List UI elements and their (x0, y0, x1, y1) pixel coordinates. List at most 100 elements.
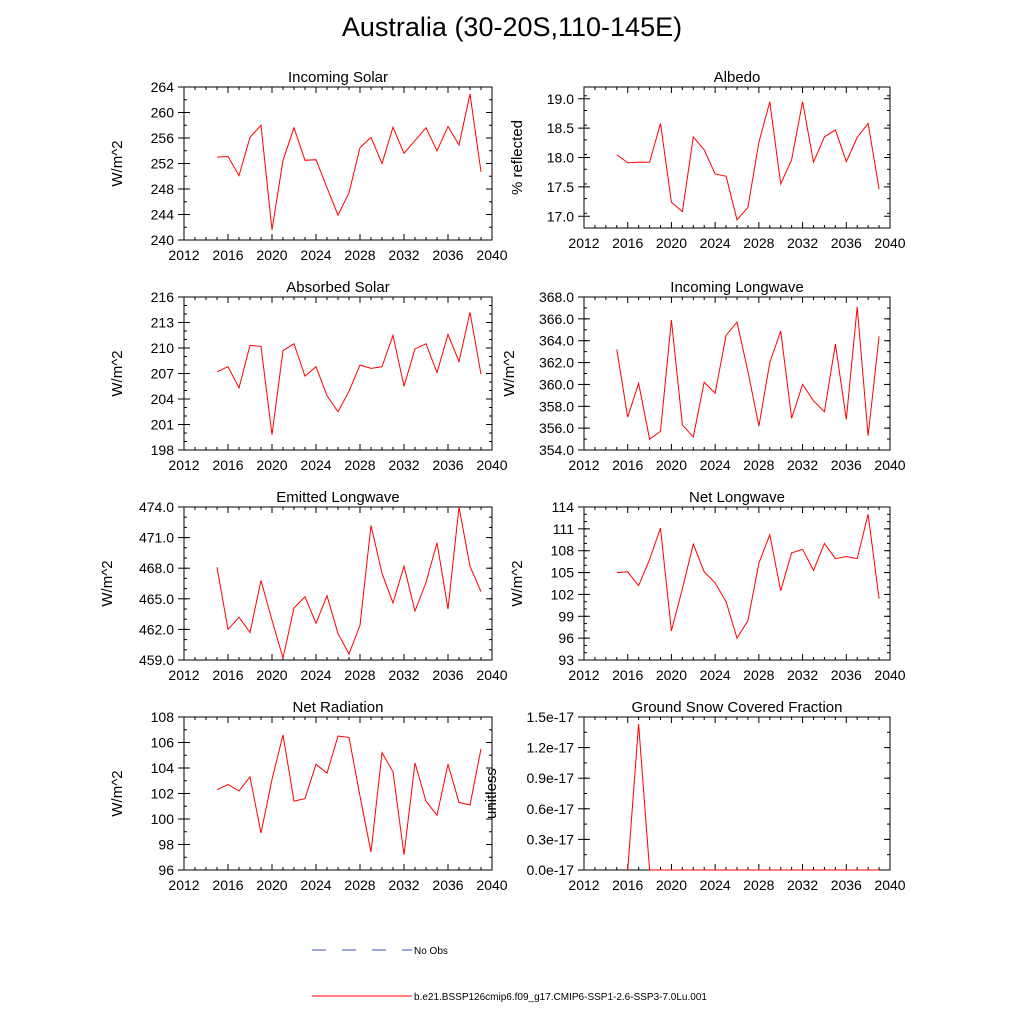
panel-3-ytick-label: 198 (151, 442, 175, 458)
panel-6-xtick-label: 2012 (568, 667, 599, 683)
panel-3-ytick-label: 216 (151, 289, 175, 305)
panel-6-series-line (616, 514, 880, 640)
panel-8-xtick-label: 2024 (700, 877, 731, 893)
panel-2-ytick-label: 17.0 (547, 208, 574, 224)
panel-6-xtick-label: 2020 (656, 667, 687, 683)
panel-4-title: Incoming Longwave (670, 279, 803, 296)
panel-8-ytick-label: 0.3e-17 (527, 831, 575, 847)
panel-2-frame (583, 86, 891, 229)
panel-7-ytick-label: 104 (151, 760, 175, 776)
panel-7-ytick-label: 102 (151, 786, 175, 802)
panel-7-xtick-label: 2024 (300, 877, 331, 893)
panel-6-ytick-label: 108 (551, 543, 575, 559)
panel-4-ytick-label: 362.0 (539, 355, 574, 371)
panel-7-series-line (216, 734, 482, 855)
panel-5-frame (183, 506, 493, 661)
panel-1-xtick-label: 2016 (212, 247, 243, 263)
panel-5-ylabel: W/m^2 (99, 560, 116, 606)
panel-3-xtick-label: 2016 (212, 457, 243, 473)
panel-2-ytick-label: 18.5 (547, 120, 574, 136)
panel-2-xtick-label: 2036 (831, 235, 862, 251)
panel-8-xtick-label: 2036 (831, 877, 862, 893)
panel-8-xtick-label: 2032 (787, 877, 818, 893)
panel-2-ylabel: % reflected (509, 120, 526, 195)
panel-8-ytick-label: 1.5e-17 (527, 709, 575, 725)
panel-3-xtick-label: 2020 (256, 457, 287, 473)
panel-7-xtick-label: 2036 (432, 877, 463, 893)
panel-4-xtick-label: 2024 (700, 457, 731, 473)
panel-6-xtick-label: 2036 (831, 667, 862, 683)
panel-8-title: Ground Snow Covered Fraction (632, 699, 843, 716)
panel-4-xtick-label: 2028 (743, 457, 774, 473)
panel-4-frame (583, 296, 891, 451)
panel-3-ytick-label: 213 (151, 315, 175, 331)
panel-1-xtick-label: 2012 (168, 247, 199, 263)
panel-5-xtick-label: 2024 (300, 667, 331, 683)
panel-5-xtick-label: 2028 (344, 667, 375, 683)
panel-2-ytick-label: 19.0 (547, 91, 574, 107)
panel-3-xtick-label: 2032 (388, 457, 419, 473)
panel-4-xtick-label: 2016 (612, 457, 643, 473)
panel-7-ytick-label: 106 (151, 735, 175, 751)
panel-7-ytick-label: 100 (151, 811, 175, 827)
panel-8-ytick-label: 1.2e-17 (527, 740, 575, 756)
panel-8-series-line (627, 724, 880, 871)
panel-4-ytick-label: 360.0 (539, 376, 574, 392)
panel-3-frame (183, 296, 493, 451)
panel-1-ytick-label: 252 (151, 156, 175, 172)
panel-2-ytick-label: 17.5 (547, 179, 574, 195)
panel-2-xtick-label: 2032 (787, 235, 818, 251)
panel-3-ytick-label: 204 (151, 391, 175, 407)
panel-1-ytick-label: 260 (151, 105, 175, 121)
panel-2-ytick-label: 18.0 (547, 150, 574, 166)
panel-1-ytick-label: 240 (151, 232, 175, 248)
legend-no-obs-label: No Obs (414, 946, 448, 957)
panel-6-xtick-label: 2024 (700, 667, 731, 683)
panel-5-ytick-label: 465.0 (139, 591, 174, 607)
panel-8-ytick-label: 0.0e-17 (527, 862, 575, 878)
panel-4-xtick-label: 2020 (656, 457, 687, 473)
panel-4-ytick-label: 354.0 (539, 442, 574, 458)
panel-8-xtick-label: 2028 (743, 877, 774, 893)
panel-1-ytick-label: 256 (151, 130, 175, 146)
panel-5-ytick-label: 471.0 (139, 530, 174, 546)
panel-5-series-line (216, 506, 482, 659)
panel-5-xtick-label: 2040 (476, 667, 507, 683)
panel-4-ytick-label: 366.0 (539, 311, 574, 327)
panel-7-ytick-label: 98 (158, 837, 174, 853)
panel-4-xtick-label: 2036 (831, 457, 862, 473)
panel-6-ytick-label: 96 (558, 630, 574, 646)
panel-2-xtick-label: 2012 (568, 235, 599, 251)
panel-5-ytick-label: 474.0 (139, 499, 174, 515)
panel-4-ytick-label: 368.0 (539, 289, 574, 305)
panel-2-series-line (616, 101, 880, 221)
panel-4-xtick-label: 2032 (787, 457, 818, 473)
panel-7-xtick-label: 2028 (344, 877, 375, 893)
panel-3-xtick-label: 2012 (168, 457, 199, 473)
panel-3-ytick-label: 207 (151, 366, 175, 382)
panel-3-ylabel: W/m^2 (109, 350, 126, 396)
panel-2-xtick-label: 2040 (874, 235, 905, 251)
panel-1-ylabel: W/m^2 (109, 140, 126, 186)
panel-1-xtick-label: 2028 (344, 247, 375, 263)
panel-1-ytick-label: 244 (151, 207, 175, 223)
panel-2-xtick-label: 2016 (612, 235, 643, 251)
panel-1-xtick-label: 2020 (256, 247, 287, 263)
panel-3-ytick-label: 210 (151, 340, 175, 356)
panel-3-title: Absorbed Solar (286, 279, 389, 296)
panel-6-ytick-label: 102 (551, 586, 575, 602)
panel-1-xtick-label: 2024 (300, 247, 331, 263)
panel-6-ytick-label: 105 (551, 565, 575, 581)
panel-7-xtick-label: 2016 (212, 877, 243, 893)
panel-1-frame (183, 86, 493, 241)
panel-5-xtick-label: 2016 (212, 667, 243, 683)
panel-8-xtick-label: 2016 (612, 877, 643, 893)
panel-2-xtick-label: 2020 (656, 235, 687, 251)
panel-1-xtick-label: 2032 (388, 247, 419, 263)
panel-6-ytick-label: 93 (558, 652, 574, 668)
panel-7-title: Net Radiation (293, 699, 384, 716)
panel-7-ytick-label: 108 (151, 709, 175, 725)
panel-3-xtick-label: 2036 (432, 457, 463, 473)
panel-1-series-line (216, 93, 482, 230)
